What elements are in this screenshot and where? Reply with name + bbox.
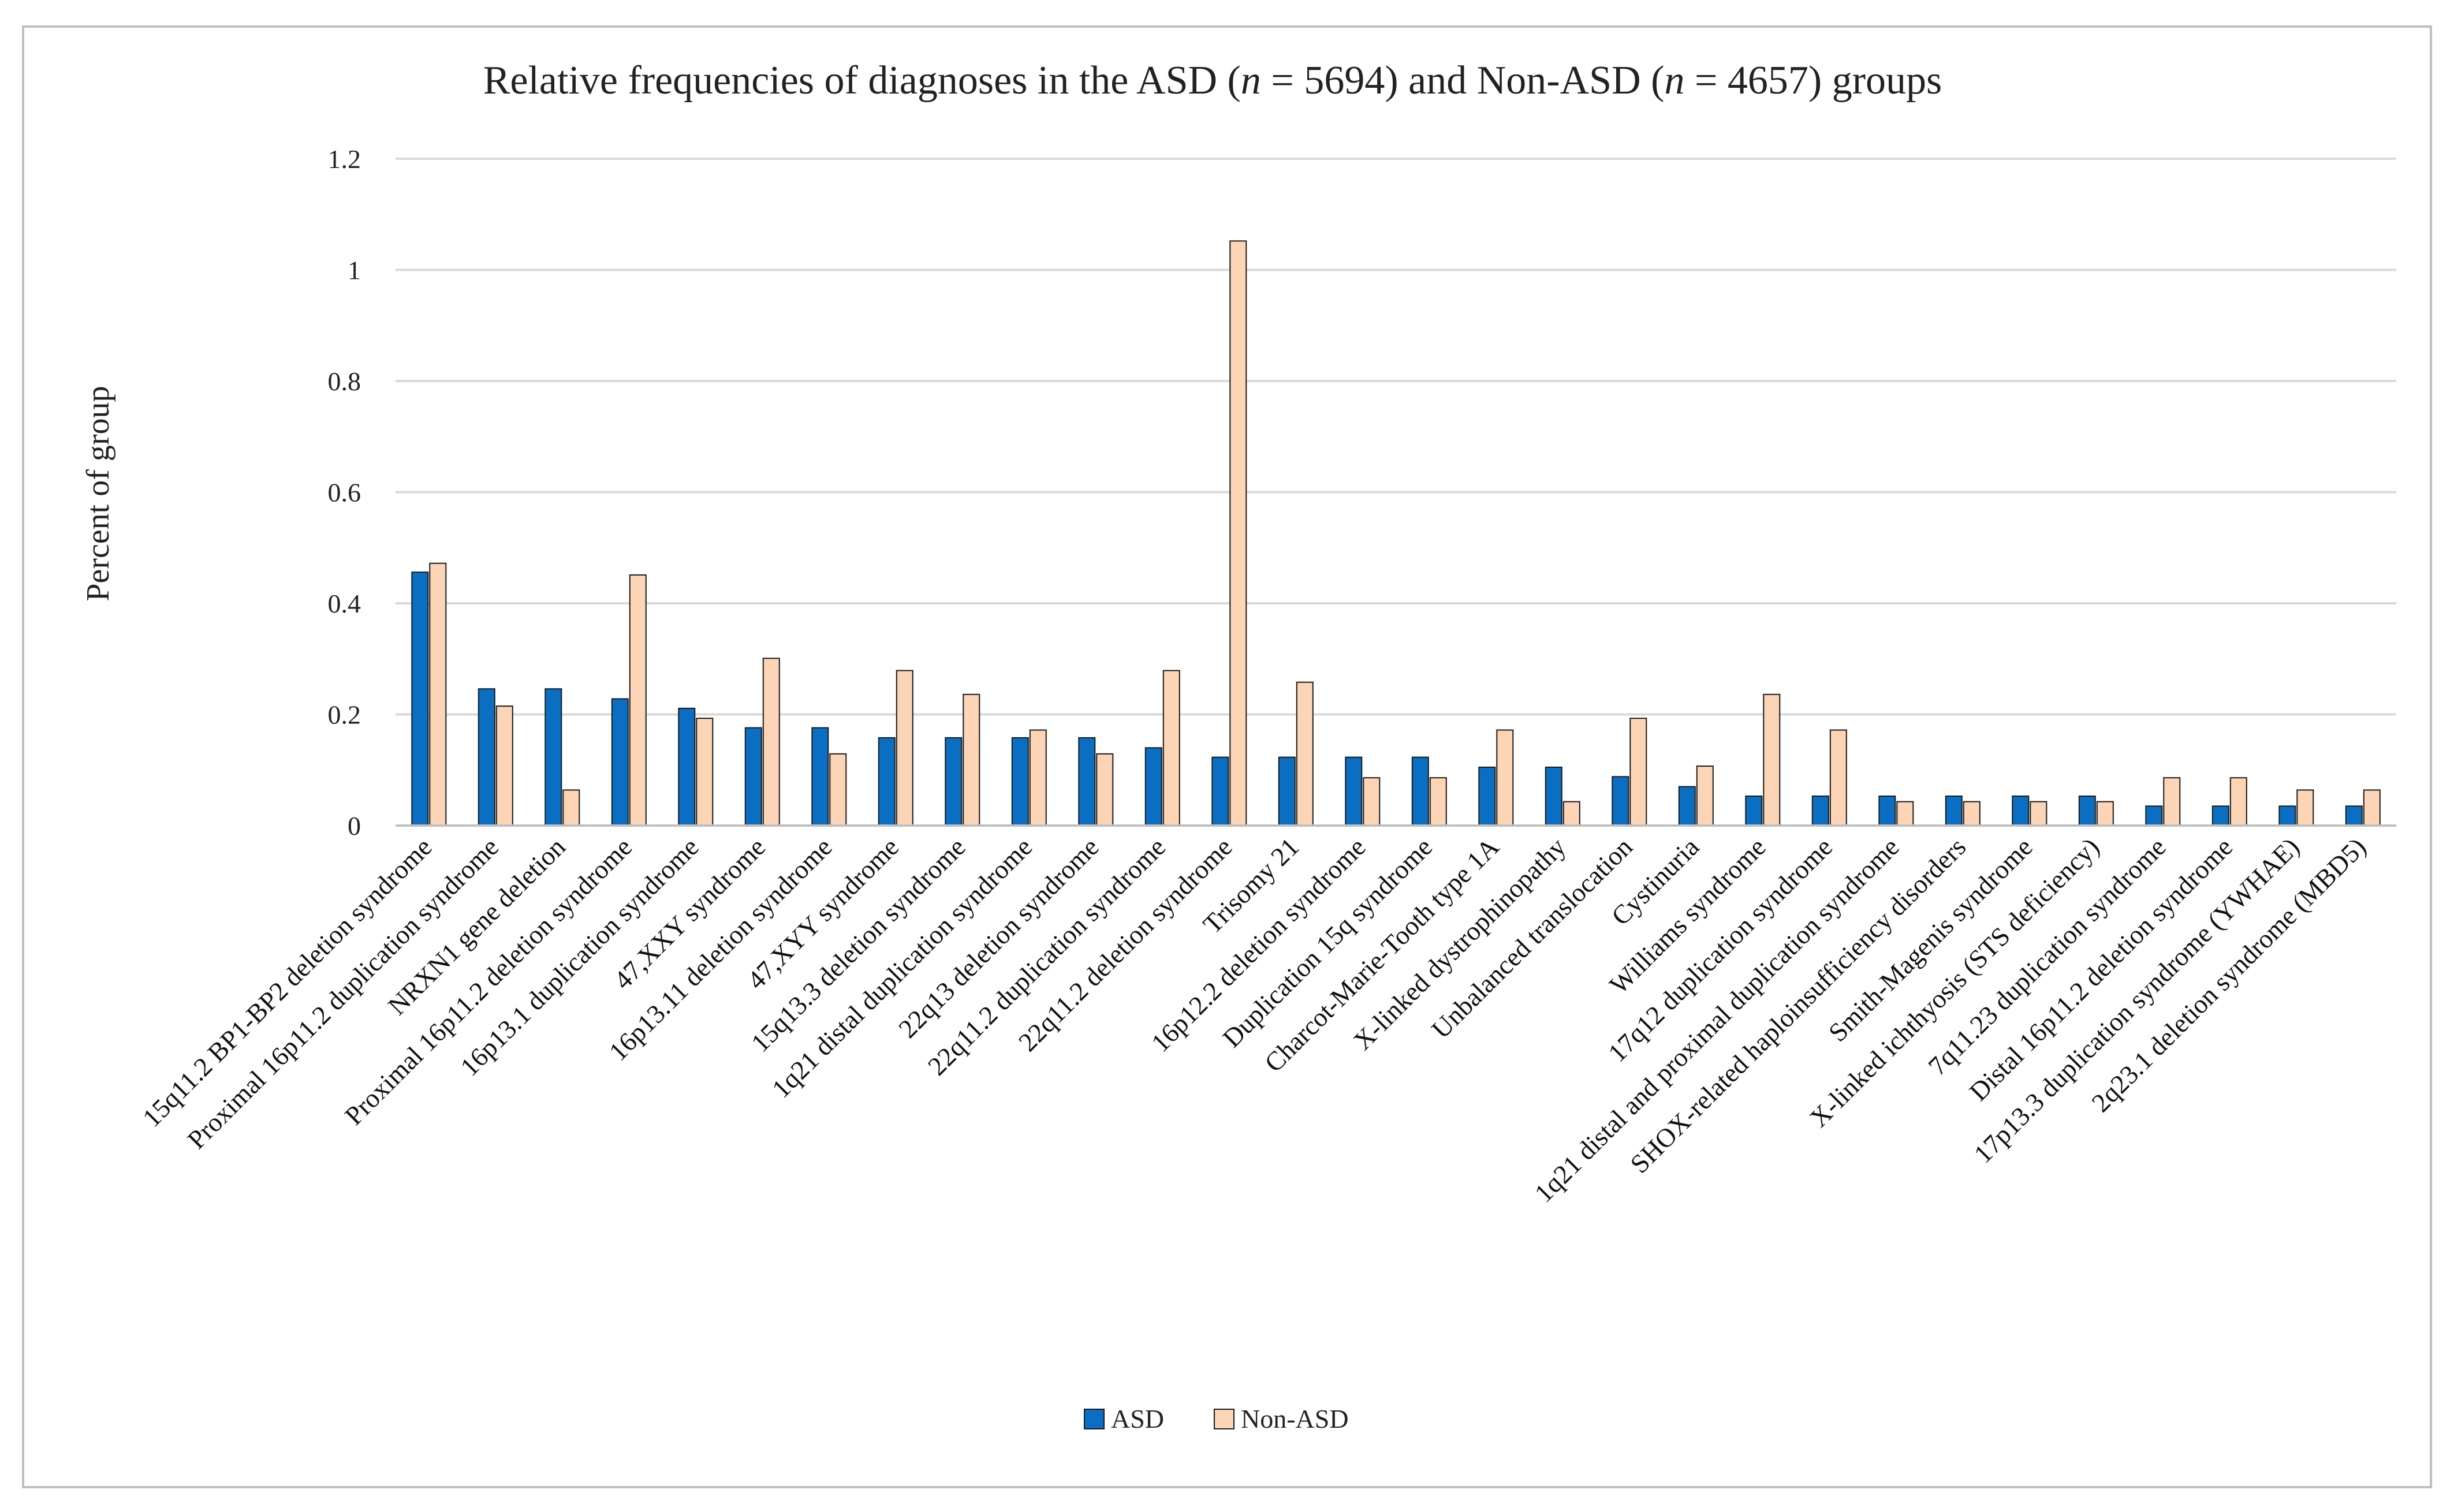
gridlines (396, 158, 2396, 716)
bar-non-asd-24 (1963, 801, 1981, 826)
bar-non-asd-27 (2163, 777, 2181, 826)
legend: ASD Non-ASD (1084, 1404, 1349, 1433)
bar-asd-24 (1945, 796, 1963, 826)
bar-asd-4 (611, 698, 629, 826)
bar-non-asd-23 (1896, 801, 1914, 826)
bar-asd-13 (1211, 756, 1229, 826)
bar-asd-26 (2078, 796, 2096, 826)
bar-asd-3 (544, 688, 562, 826)
bar-asd-18 (1545, 766, 1562, 827)
bar-non-asd-26 (2096, 801, 2114, 826)
bar-non-asd-8 (896, 670, 913, 826)
y-tick-label: 0.2 (328, 700, 361, 730)
bar-non-asd-11 (1096, 753, 1114, 827)
bar-non-asd-3 (562, 789, 580, 827)
bar-asd-16 (1411, 756, 1429, 826)
bar-asd-5 (678, 707, 696, 827)
bar-asd-29 (2278, 805, 2296, 827)
bar-non-asd-22 (1829, 729, 1847, 826)
bar-non-asd-18 (1562, 801, 1580, 826)
bar-asd-6 (744, 727, 762, 826)
y-tick-label: 1 (348, 256, 361, 285)
bar-non-asd-4 (629, 574, 647, 827)
bar-asd-27 (2145, 805, 2163, 827)
y-tick-label: 0 (348, 811, 361, 841)
bar-non-asd-25 (2030, 801, 2048, 826)
bar-non-asd-19 (1629, 718, 1647, 826)
y-tick-label: 1.2 (328, 144, 361, 174)
y-tick-label: 0.6 (328, 478, 361, 507)
title-part-1: Relative frequencies of diagnoses in the… (483, 58, 1241, 103)
title-part-3: = 4657) groups (1684, 58, 1942, 103)
bar-asd-11 (1078, 737, 1096, 827)
bar-non-asd-16 (1429, 777, 1447, 826)
bar-non-asd-20 (1696, 766, 1714, 826)
bar-asd-19 (1612, 776, 1629, 827)
legend-swatch-non-asd (1214, 1409, 1235, 1429)
bar-non-asd-13 (1229, 240, 1247, 826)
bar-asd-23 (1878, 796, 1896, 826)
chart-title: Relative frequencies of diagnoses in the… (483, 58, 1942, 103)
bar-non-asd-2 (495, 705, 513, 826)
bar-asd-25 (2012, 796, 2030, 826)
bar-non-asd-10 (1029, 729, 1047, 826)
bar-non-asd-6 (762, 658, 780, 827)
bar-non-asd-17 (1496, 729, 1514, 826)
bar-non-asd-30 (2363, 789, 2381, 827)
bar-asd-8 (878, 737, 896, 827)
bar-non-asd-28 (2229, 777, 2247, 826)
bar-non-asd-1 (429, 562, 447, 826)
bar-asd-12 (1144, 747, 1162, 827)
bar-non-asd-21 (1763, 693, 1781, 827)
bar-non-asd-7 (829, 753, 847, 827)
bar-asd-15 (1345, 756, 1363, 826)
bar-asd-1 (411, 572, 429, 826)
y-tick-label: 0.4 (328, 589, 361, 618)
bar-asd-17 (1478, 766, 1496, 827)
bar-asd-21 (1745, 796, 1763, 826)
title-n-non-asd: n (1664, 58, 1684, 103)
bar-asd-2 (478, 688, 495, 826)
legend-label-non-asd: Non-ASD (1241, 1404, 1349, 1433)
bar-asd-14 (1278, 756, 1296, 826)
bar-non-asd-5 (696, 718, 714, 826)
bar-non-asd-9 (963, 693, 980, 827)
bar-asd-10 (1011, 737, 1029, 827)
y-axis-title: Percent of group (80, 386, 116, 601)
bar-asd-28 (2211, 805, 2229, 827)
legend-label-asd: ASD (1111, 1404, 1164, 1433)
legend-swatch-asd (1084, 1409, 1105, 1429)
bar-asd-9 (945, 737, 963, 827)
y-tick-label: 0.8 (328, 367, 361, 396)
bar-non-asd-14 (1296, 681, 1314, 826)
bar-non-asd-12 (1162, 670, 1180, 826)
title-n-asd: n (1241, 58, 1261, 103)
bar-non-asd-29 (2296, 789, 2314, 827)
title-part-2: = 5694) and Non-ASD ( (1261, 58, 1665, 103)
bar-asd-22 (1811, 796, 1829, 826)
y-axis-ticks: 0 0.2 0.4 0.6 0.8 1 1.2 (328, 144, 361, 841)
bar-non-asd-15 (1363, 777, 1381, 826)
bar-asd-30 (2345, 805, 2363, 827)
bar-asd-20 (1678, 786, 1696, 826)
bar-asd-7 (811, 727, 829, 826)
